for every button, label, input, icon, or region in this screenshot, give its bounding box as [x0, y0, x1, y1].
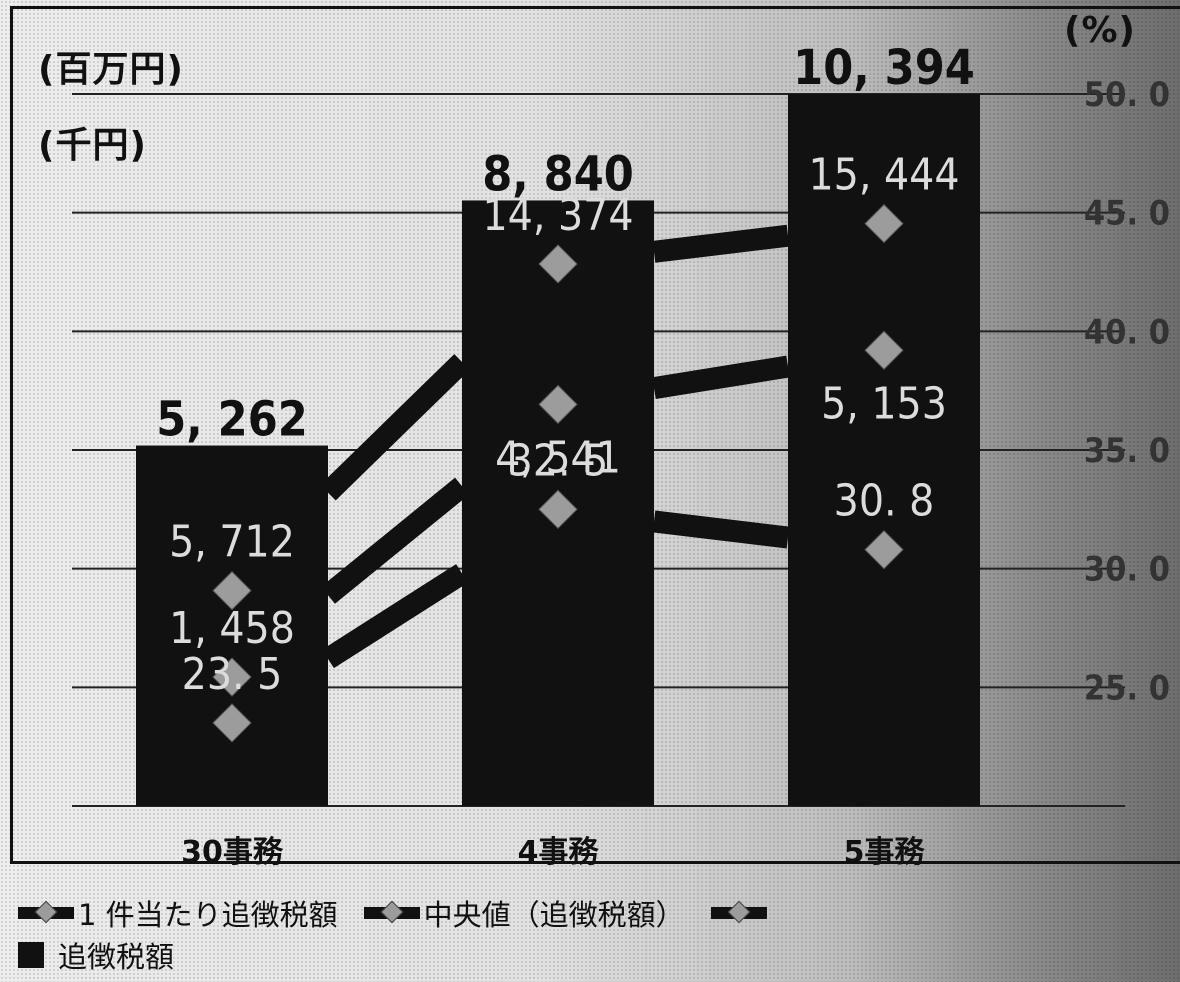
bar-1: [136, 445, 328, 806]
chart-frame: [10, 6, 1180, 864]
category-label: 30事務: [181, 835, 284, 870]
line-swatch-icon: [363, 900, 420, 924]
legend-item-percent: [710, 900, 771, 924]
series-marker: [864, 330, 904, 370]
series-value-label: 23. 5: [182, 649, 283, 700]
series-marker: [538, 244, 578, 284]
series-marker: [864, 529, 904, 570]
line-swatch-icon: [18, 900, 74, 924]
series-value-label: 5, 153: [821, 378, 947, 429]
legend-item-median: 中央値（追徴税額）: [363, 892, 685, 934]
series-marker: [538, 489, 578, 530]
series-value-label: 14, 374: [482, 190, 633, 241]
series-marker: [864, 203, 904, 244]
category-label: 4事務: [518, 835, 600, 870]
right-tick-label: 50. 0: [1084, 75, 1170, 115]
legend-label-per-case: 1 件当たり追徴税額: [78, 898, 338, 932]
series-segment: [652, 355, 790, 400]
line-swatch-icon: [710, 900, 767, 924]
right-tick-label: 35. 0: [1084, 431, 1170, 471]
series-marker: [212, 657, 252, 697]
bar-value-label: 8, 840: [482, 146, 634, 202]
data-labels: 5, 262 8, 840 10, 394 5, 712 14, 374 15, 444 1…: [156, 40, 975, 700]
series-value-label: 15, 444: [808, 150, 959, 201]
series-marker: [212, 570, 252, 611]
bar-value-label: 10, 394: [793, 40, 975, 96]
right-unit-percent: (%): [1064, 10, 1136, 51]
series-value-label: 30. 8: [834, 476, 935, 527]
series-value-label: 1, 458: [169, 603, 295, 654]
series-lines: [212, 203, 904, 743]
legend-item-per-case: 1 件当たり追徴税額: [18, 892, 338, 934]
right-tick-label: 30. 0: [1084, 550, 1170, 590]
category-label: 5事務: [844, 835, 926, 870]
series-value-label: 5, 712: [169, 517, 295, 568]
series-segment: [652, 224, 790, 263]
tick-labels: 30事務 4事務 5事務 25. 0 30. 0 35. 0 40. 0 45. 0 50. 0: [181, 75, 1170, 870]
series-marker: [212, 703, 252, 743]
bar-value-label: 5, 262: [156, 392, 308, 448]
series-segment: [321, 477, 469, 604]
right-tick-label: 45. 0: [1084, 194, 1170, 234]
series-marker: [538, 384, 578, 425]
legend-label-bar: 追徴税額: [58, 940, 175, 974]
series-segment: [322, 564, 468, 669]
left-unit-million-yen: (百万円): [38, 49, 184, 90]
series-value-label: 32. 5: [508, 435, 609, 486]
bar-3: [788, 94, 980, 806]
series-value-label: 4, 541: [495, 432, 621, 483]
left-unit-thousand-yen: (千円): [38, 125, 147, 166]
legend: 1 件当たり追徴税額 中央値（追徴税額） 追徴税額: [18, 892, 1178, 976]
bar-swatch-icon: [18, 942, 44, 968]
legend-item-bar: 追徴税額: [18, 934, 174, 976]
series-segment: [320, 354, 470, 501]
series-segment: [652, 510, 790, 549]
right-tick-label: 40. 0: [1084, 312, 1170, 352]
right-tick-label: 25. 0: [1084, 668, 1170, 708]
legend-label-median: 中央値（追徴税額）: [423, 898, 685, 932]
